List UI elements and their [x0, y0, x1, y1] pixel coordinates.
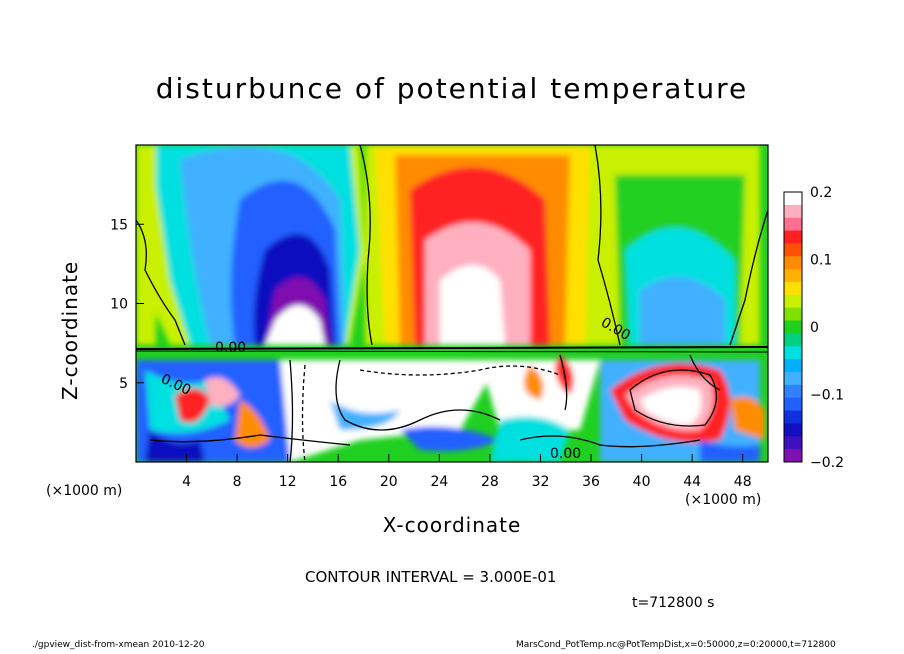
x-tick-label: 20 [380, 474, 398, 490]
colorbar-tick-label: −0.1 [810, 388, 844, 404]
time-label: t=712800 s [632, 595, 715, 611]
colorbar-swatch [784, 307, 802, 322]
x-tick-label: 16 [329, 474, 347, 490]
colorbar-swatch [784, 294, 802, 309]
heatmap-field [136, 145, 768, 462]
contour-label: 0.00 [215, 340, 246, 356]
x-tick-label: 40 [633, 474, 651, 490]
x-tick-label: 8 [233, 474, 242, 490]
colorbar-frame [783, 191, 803, 463]
x-tick-label: 32 [532, 474, 550, 490]
y-axis: 5 10 15 [110, 217, 144, 392]
x-tick-label: 24 [430, 474, 448, 490]
colorbar-swatch [784, 256, 802, 270]
contour-label: 0.00 [550, 446, 581, 462]
colorbar-tick-label: 0 [810, 320, 819, 336]
colorbar-swatch [784, 204, 802, 219]
colorbar-swatch [784, 269, 802, 283]
x-unit-right: (×1000 m) [685, 492, 762, 508]
colorbar-swatch [784, 397, 802, 412]
y-tick-label: 5 [119, 376, 128, 392]
footer-right: MarsCond_PotTemp.nc@PotTempDist,x=0:5000… [516, 640, 836, 650]
colorbar-swatch [784, 359, 802, 373]
colorbar-swatch [784, 243, 802, 257]
x-unit-left: (×1000 m) [46, 483, 123, 499]
colorbar-swatch [784, 346, 802, 360]
colorbar-swatch [784, 320, 802, 334]
chart-title: disturbunce of potential temperature [155, 72, 749, 105]
x-tick-label: 4 [182, 474, 191, 490]
colorbar-swatch [784, 372, 802, 386]
colorbar-swatch [784, 282, 802, 296]
x-axis: 4 8 12 16 20 24 28 32 36 40 44 48 [182, 454, 752, 490]
colorbar-swatch [784, 192, 802, 206]
colorbar-tick-label: 0.2 [810, 185, 832, 201]
colorbar [783, 191, 803, 463]
colorbar-swatch [784, 217, 802, 232]
colorbar-swatch [784, 436, 802, 450]
colorbar-swatch [784, 384, 802, 399]
colorbar-tick-label: 0.1 [810, 253, 832, 269]
x-axis-label: X-coordinate [382, 513, 522, 537]
contour-interval-label: CONTOUR INTERVAL = 3.000E-01 [305, 568, 557, 586]
colorbar-swatch [784, 333, 802, 347]
colorbar-labels: 0.2 0.1 0 −0.1 −0.2 [810, 185, 844, 471]
x-tick-label: 44 [683, 474, 701, 490]
colorbar-swatch [784, 423, 802, 437]
x-tick-label: 12 [279, 474, 297, 490]
x-tick-label: 36 [582, 474, 600, 490]
x-tick-label: 28 [481, 474, 499, 490]
x-tick-label: 48 [734, 474, 752, 490]
y-axis-label: Z-coordinate [58, 260, 82, 400]
colorbar-swatch [784, 449, 802, 463]
footer-left: ./gpview_dist-from-xmean 2010-12-20 [32, 640, 205, 650]
colorbar-swatch [784, 230, 802, 244]
y-tick-label: 15 [110, 217, 128, 233]
colorbar-swatch [784, 410, 802, 424]
y-tick-label: 10 [110, 297, 128, 313]
colorbar-tick-label: −0.2 [810, 455, 844, 471]
